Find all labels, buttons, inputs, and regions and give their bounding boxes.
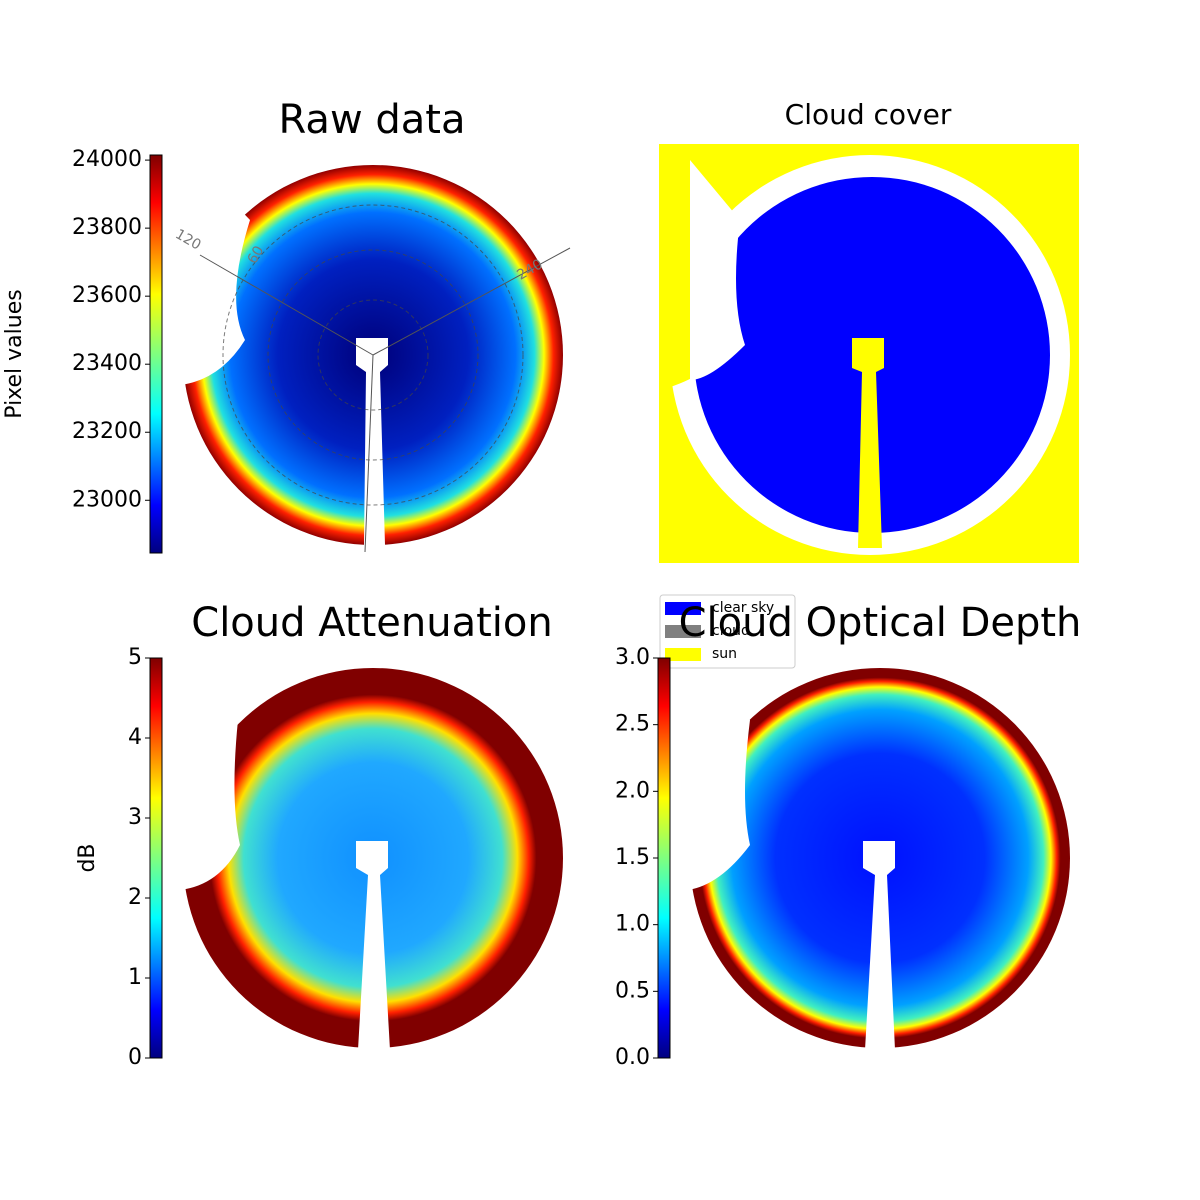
colorbar (149, 657, 163, 1059)
colorbar-tick-label: 24000 (72, 147, 142, 172)
colorbar-tick-label: 2.0 (615, 778, 650, 803)
raw-image (150, 150, 571, 553)
colorbar-tick-label: 0.5 (615, 978, 650, 1003)
panel-title: Cloud Attenuation (191, 600, 552, 646)
colorbar (657, 657, 671, 1059)
legend-swatch (665, 625, 701, 638)
legend-swatch (665, 602, 701, 615)
colorbar-tick-label: 1.0 (615, 912, 650, 937)
panel-title: Cloud Optical Depth (679, 600, 1082, 646)
colorbar-tick-label: 23400 (72, 351, 142, 376)
colorbar-tick-label: 5 (128, 645, 142, 670)
colorbar (149, 154, 163, 554)
colorbar-tick-label: 2 (128, 885, 142, 910)
colorbar-tick-label: 23000 (72, 487, 142, 512)
panel-title: Cloud cover (785, 98, 952, 131)
colorbar-tick-label: 2.5 (615, 712, 650, 737)
colorbar-tick-label: 4 (128, 725, 142, 750)
panel-title: Raw data (279, 97, 466, 143)
colorbar-tick-label: 23600 (72, 283, 142, 308)
colorbar-tick-label: 23800 (72, 215, 142, 240)
legend-label: clear sky (712, 600, 774, 616)
cloud-cover-image (659, 144, 1079, 563)
polar-annotation: 60 (245, 243, 268, 266)
legend-label: sun (712, 646, 737, 662)
colorbar-tick-label: 3 (128, 805, 142, 830)
colorbar-tick-label: 3.0 (615, 645, 650, 670)
colorbar-tick-label: 1.5 (615, 845, 650, 870)
colorbar-label: Pixel values (2, 289, 27, 418)
attenuation-image (150, 650, 563, 1050)
colorbar-tick-label: 0 (128, 1045, 142, 1070)
legend-label: cloud (712, 623, 750, 639)
legend-swatch (665, 648, 701, 661)
colorbar-tick-label: 23200 (72, 419, 142, 444)
colorbar-tick-label: 1 (128, 965, 142, 990)
colorbar-label: dB (75, 843, 100, 872)
optical-depth-image (660, 650, 1070, 1050)
colorbar-tick-label: 0.0 (615, 1045, 650, 1070)
